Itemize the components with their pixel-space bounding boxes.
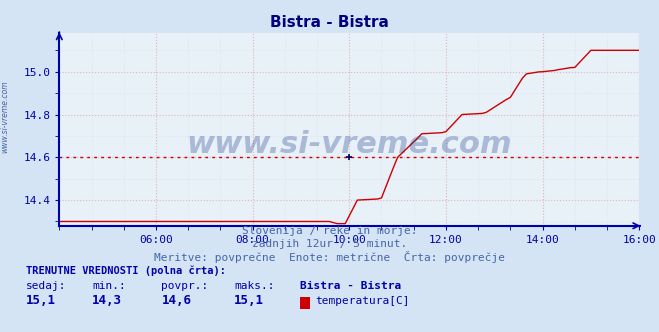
Text: min.:: min.: — [92, 281, 126, 291]
Text: Meritve: povprečne  Enote: metrične  Črta: povprečje: Meritve: povprečne Enote: metrične Črta:… — [154, 251, 505, 263]
Text: TRENUTNE VREDNOSTI (polna črta):: TRENUTNE VREDNOSTI (polna črta): — [26, 265, 226, 276]
Text: 14,6: 14,6 — [161, 294, 192, 307]
Text: zadnjih 12ur / 5 minut.: zadnjih 12ur / 5 minut. — [252, 239, 407, 249]
Text: 14,3: 14,3 — [92, 294, 123, 307]
Text: maks.:: maks.: — [234, 281, 274, 291]
Text: povpr.:: povpr.: — [161, 281, 209, 291]
Text: Slovenija / reke in morje.: Slovenija / reke in morje. — [242, 226, 417, 236]
Text: www.si-vreme.com: www.si-vreme.com — [186, 130, 512, 159]
Text: temperatura[C]: temperatura[C] — [315, 296, 409, 306]
Text: 15,1: 15,1 — [26, 294, 57, 307]
Text: Bistra - Bistra: Bistra - Bistra — [270, 15, 389, 30]
Text: Bistra - Bistra: Bistra - Bistra — [300, 281, 401, 291]
Text: www.si-vreme.com: www.si-vreme.com — [1, 80, 10, 152]
Text: 15,1: 15,1 — [234, 294, 264, 307]
Text: sedaj:: sedaj: — [26, 281, 67, 291]
